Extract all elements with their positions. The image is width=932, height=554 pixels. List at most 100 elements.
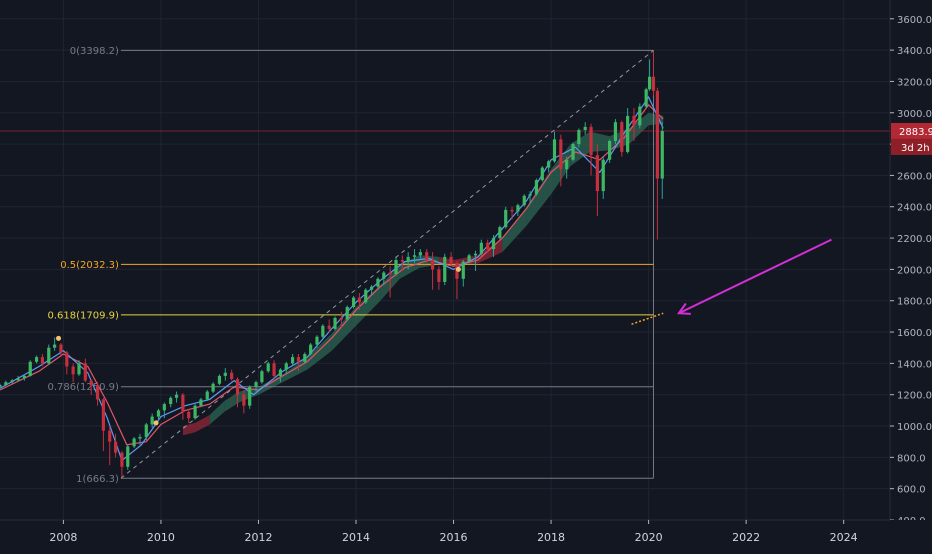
candle-body: [394, 260, 398, 275]
candle-body: [284, 363, 288, 370]
price-tick-label: 2000.0: [897, 265, 932, 276]
candle-body: [278, 369, 283, 376]
price-tick-label: 1800.0: [897, 297, 932, 308]
candle-body: [547, 161, 551, 168]
candle-body: [321, 325, 325, 337]
candle-body: [169, 397, 173, 405]
price-axis-bg: [890, 0, 932, 550]
candle-body: [504, 209, 508, 228]
time-tick-label: 2014: [342, 531, 370, 544]
ribbon-segment: [209, 400, 225, 425]
candle-body: [364, 289, 368, 303]
candle-body: [211, 383, 215, 392]
candle-body: [16, 378, 20, 381]
candle-body: [406, 256, 410, 262]
ribbon-segment: [570, 131, 591, 167]
candle-body: [230, 372, 234, 380]
candle-body: [309, 344, 313, 354]
candle-body: [607, 140, 612, 160]
price-tick-label: 2200.0: [897, 234, 932, 245]
fib-level-label: 0(3398.2): [70, 46, 119, 57]
candle-body: [626, 115, 630, 152]
price-tick-label: 600.0: [897, 485, 926, 496]
arrow-shaft: [678, 238, 832, 315]
ma-fast-line: [0, 95, 664, 462]
candle-body: [382, 272, 386, 279]
candle-body: [199, 399, 203, 406]
ribbon-segment: [453, 255, 478, 267]
candle-body: [647, 76, 652, 90]
time-axis[interactable]: 2008 2010 2012 2014 2016 2018 2020 2022 2024: [0, 519, 932, 550]
candle-body: [235, 379, 240, 395]
candle-body: [651, 76, 656, 91]
candle-body: [187, 411, 191, 419]
time-tick-label: 2024: [830, 531, 858, 544]
candle-body: [113, 441, 118, 453]
time-tick-label: 2010: [147, 531, 175, 544]
candle-body: [632, 115, 636, 126]
candle-body: [65, 352, 69, 367]
time-tick-label: 2008: [49, 531, 77, 544]
candle-body: [577, 130, 581, 145]
candle-body: [333, 317, 337, 329]
candle-body: [418, 252, 422, 256]
candle-body: [510, 209, 514, 212]
candle-body: [449, 256, 453, 264]
candle-body: [534, 180, 539, 195]
countdown-label: 3d 2h: [901, 143, 930, 154]
candle-body: [303, 353, 307, 362]
candle-body: [443, 256, 447, 282]
candle-body: [400, 260, 404, 262]
candle-body: [4, 382, 8, 385]
candle-body: [565, 159, 569, 170]
candle-body: [601, 159, 605, 192]
ribbon-segment: [356, 285, 381, 326]
candle-body: [40, 357, 45, 364]
signal-marker: [153, 420, 159, 426]
ribbon-segment: [307, 333, 332, 370]
candle-body: [217, 375, 222, 384]
candle-body: [71, 366, 75, 375]
candle-body: [296, 357, 301, 362]
candle-body: [83, 363, 87, 381]
candle-body: [345, 306, 349, 320]
candle-body: [498, 227, 502, 239]
candle-body: [260, 371, 264, 383]
candle-body: [242, 394, 246, 406]
candle-body: [327, 325, 331, 329]
candle-body: [22, 375, 26, 379]
grid-lines: [0, 0, 890, 521]
fib-level-label: 0.786(1250.9): [48, 382, 120, 393]
candle-body: [162, 404, 166, 411]
price-tick-label: 3200.0: [897, 77, 932, 88]
candle-body: [101, 399, 105, 431]
candle-body: [589, 126, 593, 156]
candle-body: [388, 272, 392, 275]
candle-body: [144, 424, 148, 437]
candle-body: [486, 242, 490, 250]
candle-body: [205, 391, 209, 400]
fib-level-label: 1(666.3): [76, 474, 119, 485]
time-tick-label: 2022: [732, 531, 760, 544]
candle-body: [467, 255, 471, 262]
ribbon-segment: [182, 422, 196, 436]
candle-body: [552, 139, 557, 162]
candle-body: [522, 195, 526, 206]
countdown-label-bg: [891, 138, 932, 155]
candle-body: [425, 252, 429, 260]
candle-body: [156, 410, 161, 417]
price-axis[interactable]: 400.0600.0800.01000.01200.01400.01600.01…: [889, 0, 932, 550]
price-tick-label: 3400.0: [897, 46, 932, 57]
candle-body: [528, 194, 532, 196]
candle-body: [77, 363, 81, 375]
price-tick-label: 3600.0: [897, 15, 932, 26]
candle-body: [248, 386, 252, 406]
candle-body: [571, 144, 575, 160]
candle-body: [126, 446, 130, 467]
ribbon-segment: [502, 206, 527, 253]
fib-level-label: 0.5(2032.3): [60, 260, 119, 271]
candle-body: [272, 363, 276, 376]
candle-body: [254, 382, 258, 387]
